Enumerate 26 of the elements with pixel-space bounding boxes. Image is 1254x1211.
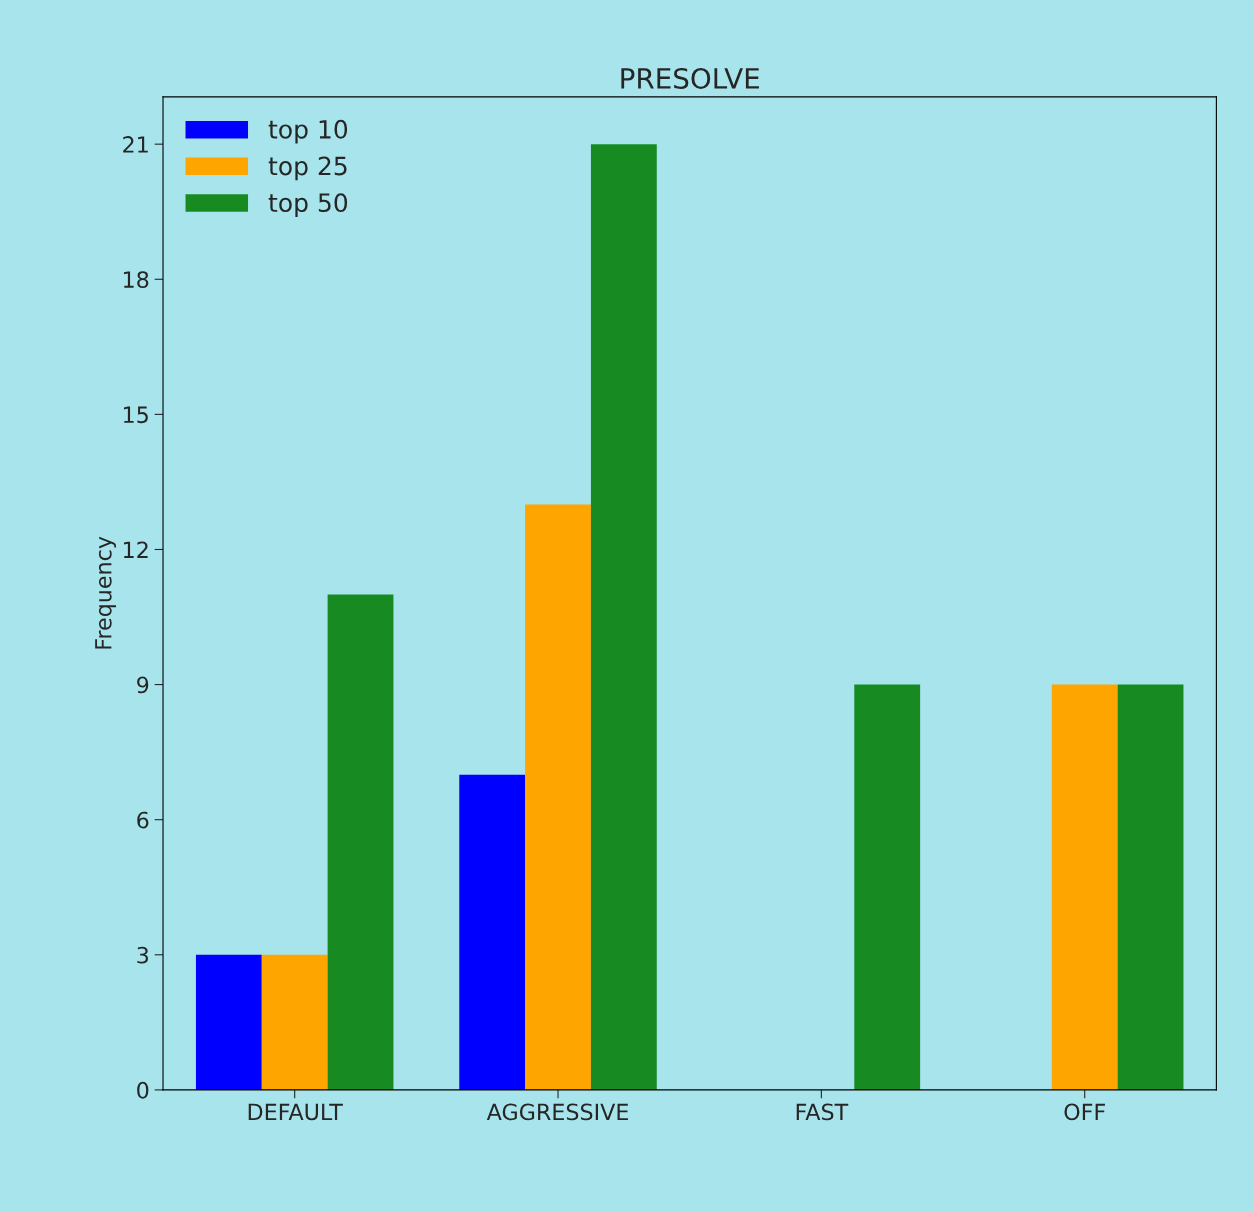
y-tick-label: 21	[123, 136, 148, 153]
bar	[327, 594, 394, 1090]
x-tick-label: AGGRESSIVE	[486, 1103, 628, 1121]
bar	[195, 954, 262, 1090]
y-tick-label: 6	[137, 811, 149, 829]
x-tick-label: DEFAULT	[248, 1103, 343, 1121]
y-tick-label: 12	[123, 541, 148, 558]
bar	[525, 504, 591, 1090]
y-tick-label: 9	[137, 676, 149, 694]
x-tick-label: FAST	[796, 1103, 849, 1121]
y-tick-label: 0	[137, 1081, 149, 1099]
bar	[590, 144, 657, 1090]
y-tick-label: 18	[123, 271, 149, 289]
chart-title: PRESOLVE	[621, 67, 759, 89]
y-tick-label: 3	[137, 946, 149, 964]
legend-label: top 10	[268, 119, 348, 144]
bar	[1117, 684, 1184, 1090]
legend-label: top 25	[268, 156, 347, 181]
legend-label: top 50	[268, 193, 348, 217]
y-tick-label: 15	[123, 406, 148, 424]
bar	[261, 954, 328, 1090]
bar	[459, 774, 526, 1090]
bar	[854, 684, 921, 1090]
y-axis-title: Frequency	[95, 536, 116, 649]
x-tick-label: OFF	[1064, 1103, 1105, 1121]
bar	[1051, 684, 1118, 1090]
